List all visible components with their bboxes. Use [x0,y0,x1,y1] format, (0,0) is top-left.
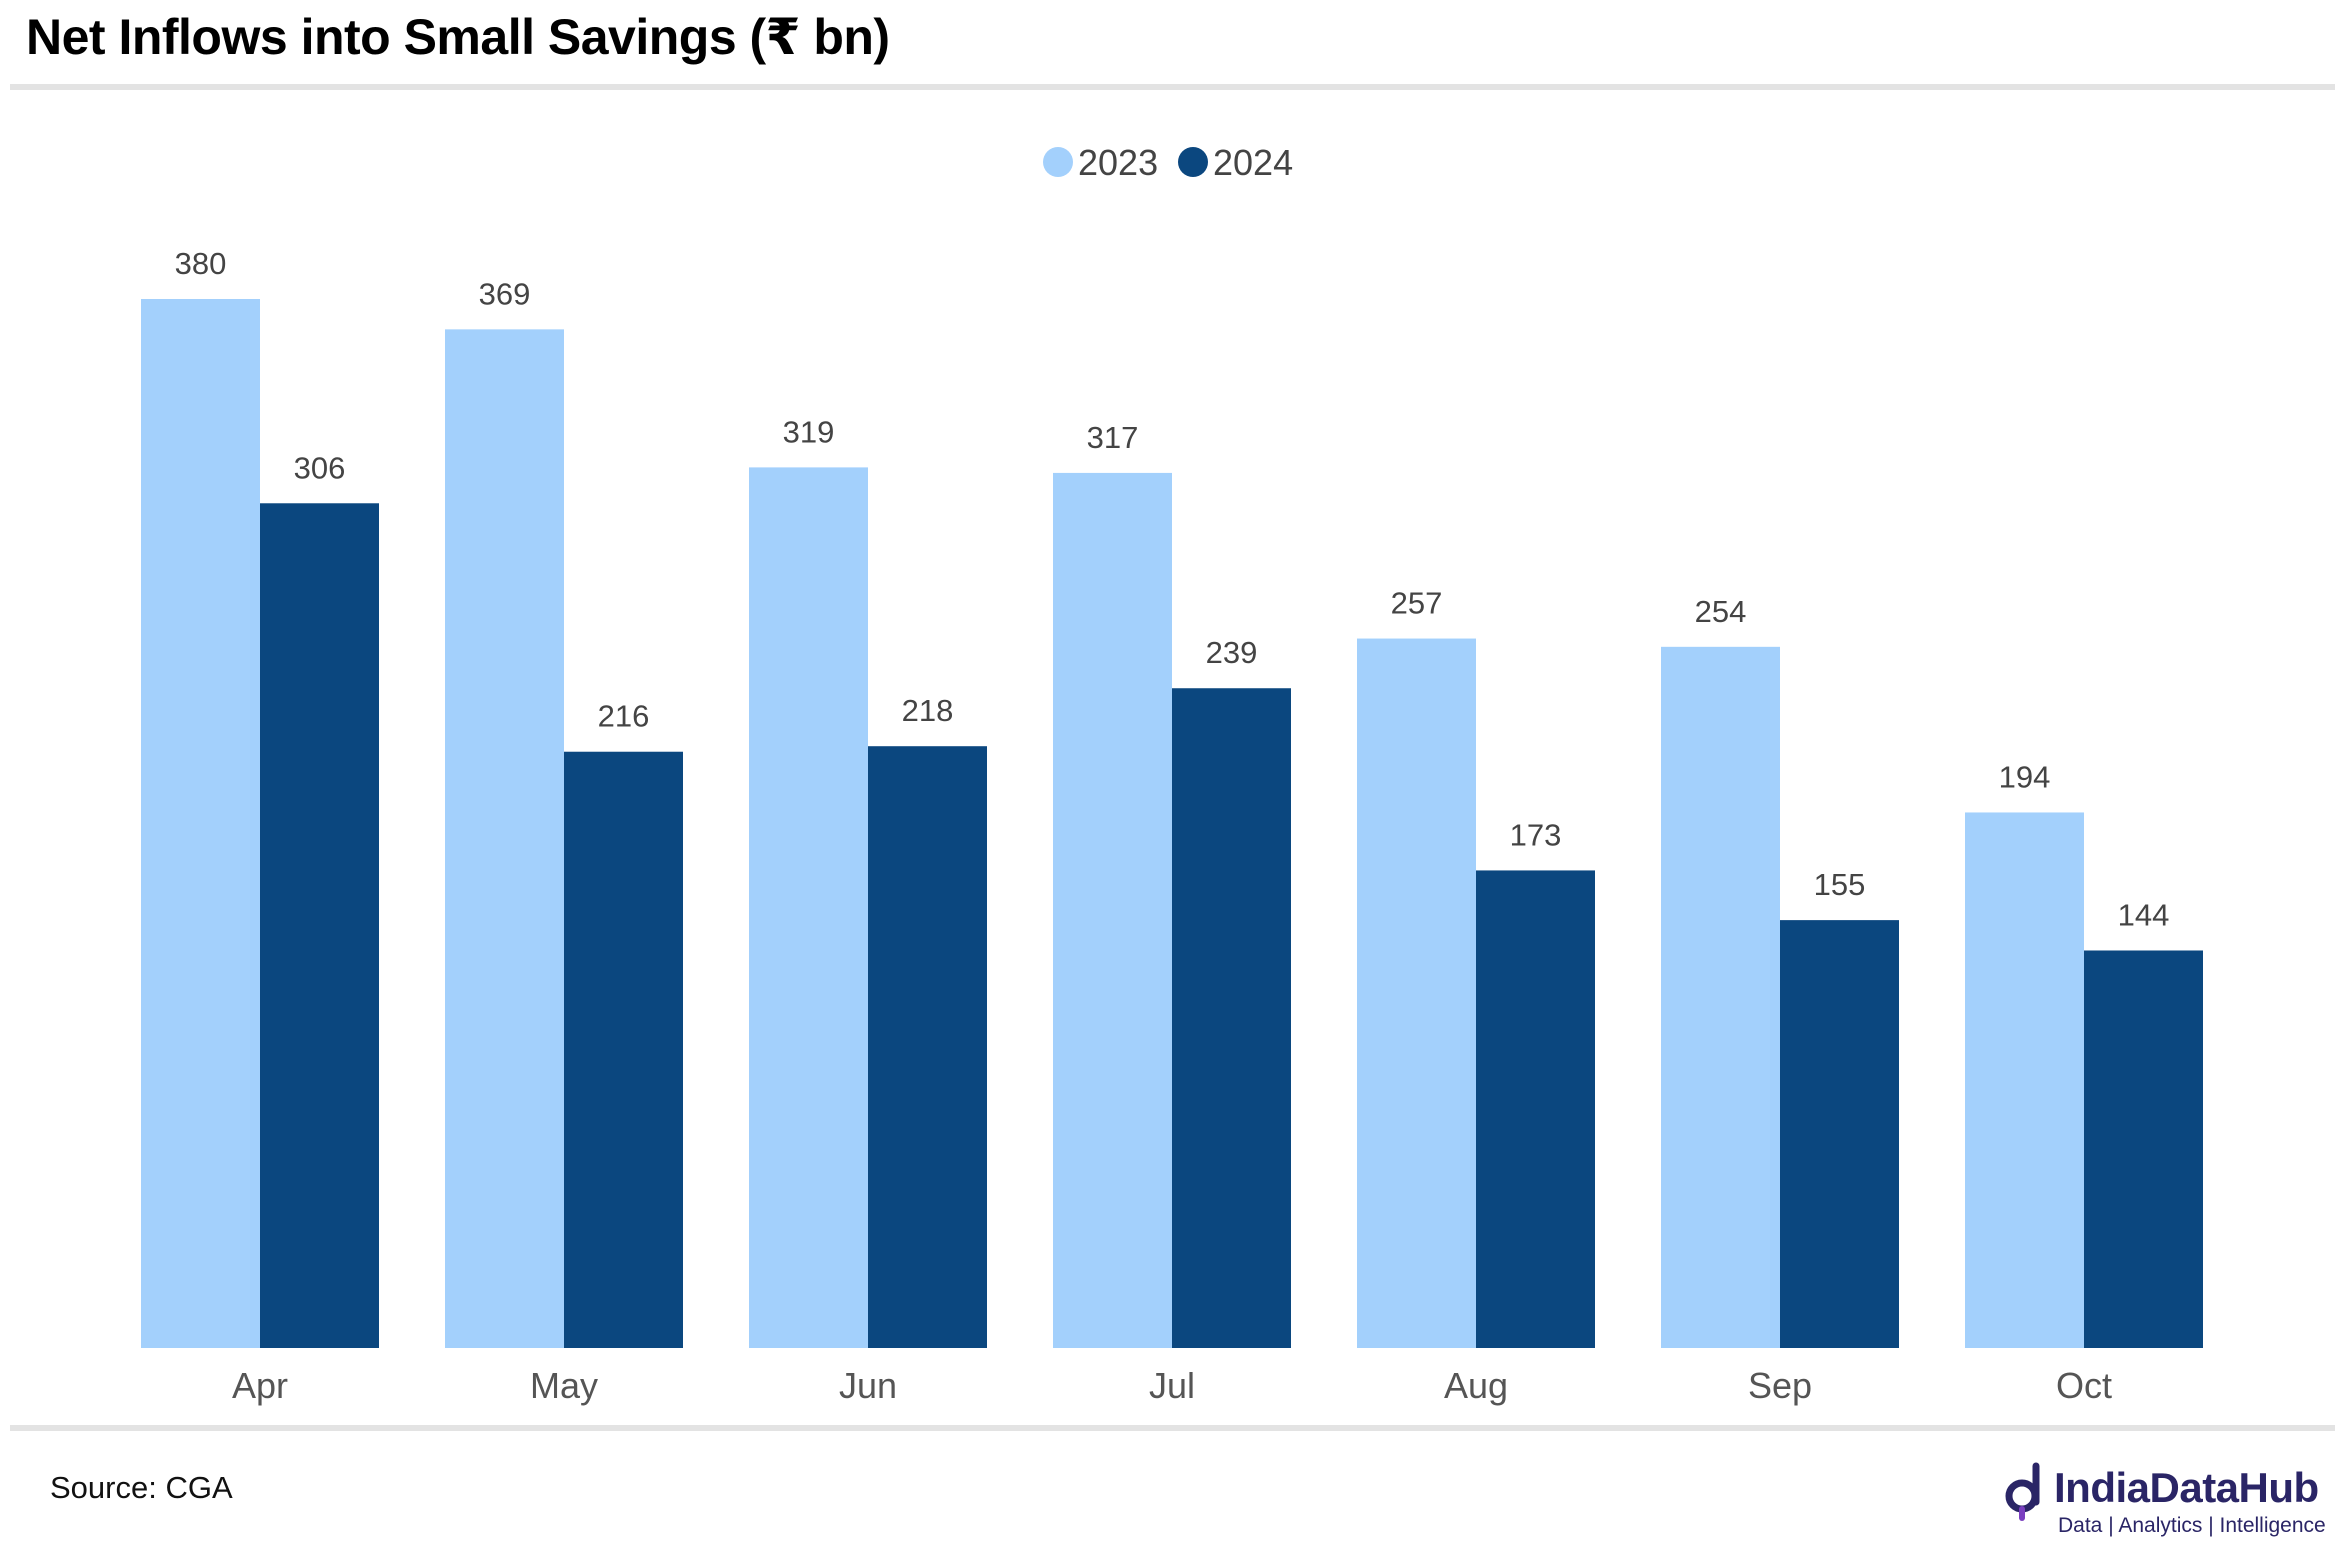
x-tick-label-Aug: Aug [1444,1365,1508,1406]
data-label-Apr-2024: 306 [294,450,346,485]
legend-label-2023: 2023 [1078,142,1158,183]
title-divider [10,84,2335,90]
x-tick-label-Oct: Oct [2056,1365,2112,1406]
data-label-Oct-2024: 144 [2118,897,2170,932]
logo-name: IndiaDataHub [2054,1464,2319,1511]
bar-Apr-2024 [260,503,379,1349]
x-tick-label-Jun: Jun [839,1365,897,1406]
legend-label-2024: 2024 [1213,142,1293,183]
logo-mark-icon [2005,1462,2040,1521]
legend-marker-2023 [1043,147,1073,177]
data-label-Jul-2023: 317 [1087,420,1139,455]
bar-Jul-2023 [1053,472,1172,1348]
data-label-Jun-2024: 218 [902,693,954,728]
bar-Jun-2023 [749,467,868,1349]
data-label-May-2023: 369 [479,276,531,311]
bar-Sep-2023 [1661,646,1780,1348]
bar-chart: 2023 2024 380 306 Apr 369 216 May 319 218 Jun 317 23… [141,142,2203,1406]
data-label-Oct-2023: 194 [1999,759,2051,794]
bar-Jun-2024 [868,746,987,1348]
bar-Oct-2024 [2084,950,2203,1348]
chart-title: Net Inflows into Small Savings (₹ bn) [26,9,890,65]
logo-tagline: Data | Analytics | Intelligence [2058,1514,2326,1537]
source-note: Source: CGA [50,1470,233,1505]
bar-Sep-2024 [1780,920,1899,1348]
bar-Apr-2023 [141,299,260,1348]
data-label-Sep-2024: 155 [1814,867,1866,902]
x-tick-label-Apr: Apr [232,1365,288,1406]
data-label-Sep-2023: 254 [1695,594,1747,629]
bar-May-2023 [445,329,564,1348]
x-tick-label-Jul: Jul [1149,1365,1195,1406]
x-tick-label-May: May [530,1365,598,1406]
data-label-May-2024: 216 [598,699,650,734]
data-label-Jun-2023: 319 [783,414,835,449]
data-label-Aug-2024: 173 [1510,817,1562,852]
data-label-Aug-2023: 257 [1391,586,1443,621]
legend-marker-2024 [1178,147,1208,177]
brand-logo: IndiaDataHub Data | Analytics | Intellig… [2002,1462,2332,1542]
bar-Aug-2024 [1476,870,1595,1348]
footer-divider [10,1425,2335,1431]
bar-Oct-2023 [1965,812,2084,1348]
bar-May-2024 [564,751,683,1348]
data-label-Jul-2024: 239 [1206,635,1258,670]
data-label-Apr-2023: 380 [175,246,227,281]
bar-Jul-2024 [1172,688,1291,1348]
bar-Aug-2023 [1357,638,1476,1348]
x-tick-label-Sep: Sep [1748,1365,1812,1406]
